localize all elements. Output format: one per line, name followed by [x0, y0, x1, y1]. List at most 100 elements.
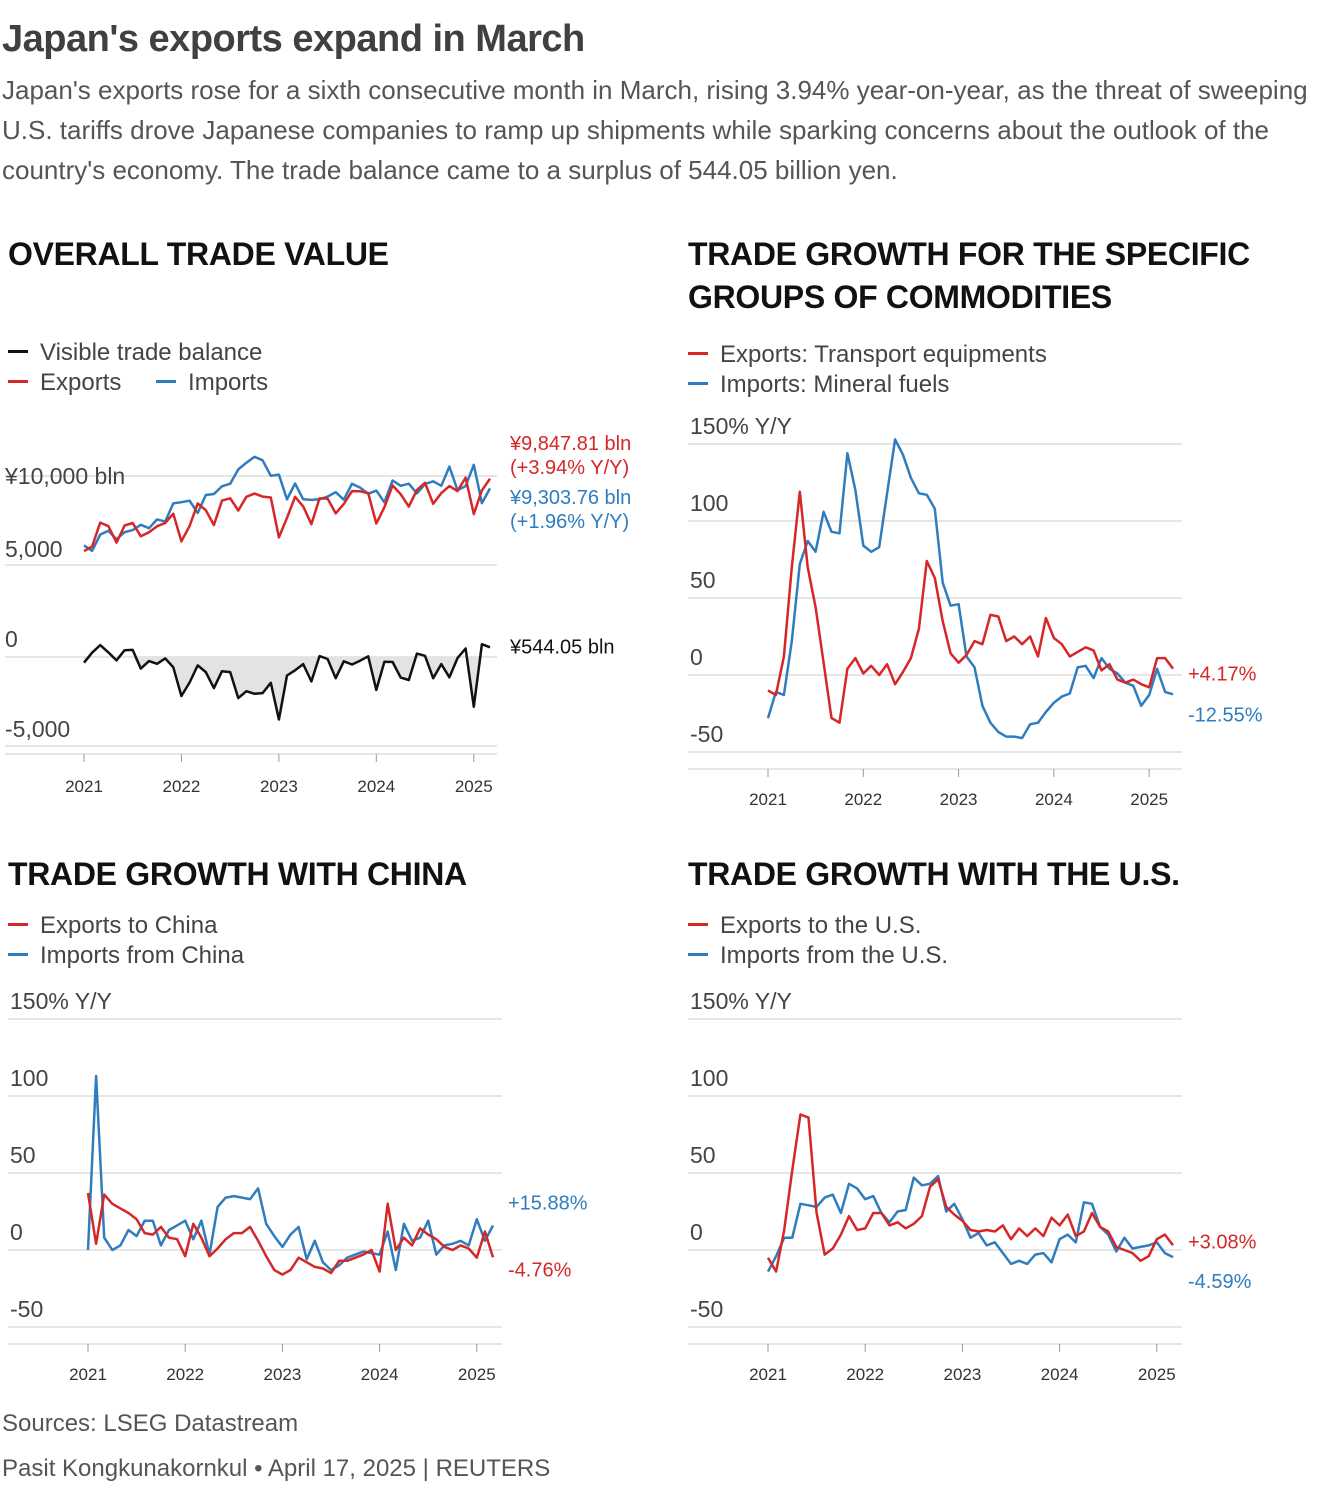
end-label-balance: ¥544.05 bln [509, 636, 615, 658]
y-tick-label-lower: 0 [5, 626, 18, 652]
legend-item-transport-exports: Exports: Transport equipments [688, 340, 1047, 370]
x-tick-label: 2022 [166, 1365, 204, 1384]
x-tick-label: 2025 [455, 777, 493, 796]
chart-us: -50 0 50 100 150% Y/Y 2021 2022 2023 2024 2025 +3.… [688, 988, 1257, 1384]
end-label-imports: -12.55% [1188, 704, 1263, 726]
x-tick-label: 2025 [1130, 790, 1168, 809]
y-tick-label: 50 [10, 1142, 36, 1168]
legend-swatch-exports-china [8, 923, 28, 927]
panel-title-us: TRADE GROWTH WITH THE U.S. [688, 856, 1180, 892]
legend-item-exports: Exports [8, 368, 121, 398]
y-tick-label: 100 [690, 490, 728, 516]
line-exports [86, 1192, 495, 1276]
line-exports [767, 490, 1174, 724]
legend-item-imports: Imports [156, 368, 268, 398]
end-label-imports-change: (+1.96% Y/Y) [510, 511, 629, 533]
balance-deficit-area [84, 657, 490, 720]
end-label-exports: -4.76% [508, 1259, 572, 1281]
x-tick-label: 2025 [458, 1365, 496, 1384]
footer-credit: Pasit Kongkunakornkul • April 17, 2025 |… [2, 1455, 551, 1482]
x-tick-label: 2024 [1035, 790, 1073, 809]
legend-commodities: Exports: Transport equipments Imports: M… [688, 340, 1075, 400]
end-label-imports: +15.88% [508, 1193, 588, 1215]
legend-label-imports-us: Imports from the U.S. [720, 942, 949, 969]
legend-label-exports-china: Exports to China [40, 912, 218, 939]
panel-title-commodities: TRADE GROWTH FOR THE SPECIFIC GROUPS OF … [688, 236, 1250, 315]
x-tick-label: 2022 [846, 1365, 884, 1384]
footer-sources: Sources: LSEG Datastream [2, 1410, 299, 1437]
legend-label-imports: Imports [188, 369, 269, 396]
x-tick-label: 2024 [361, 1365, 399, 1384]
legend-us: Exports to the U.S. Imports from the U.S… [688, 911, 976, 971]
y-tick-label: 0 [690, 1219, 703, 1245]
x-tick-label: 2021 [69, 1365, 107, 1384]
end-label-exports-change: (+3.94% Y/Y) [510, 457, 629, 479]
line-exports [766, 1113, 1174, 1273]
legend-label-imports-china: Imports from China [40, 942, 245, 969]
chart-trade-value: ¥10,000 bln 5,000 0 -5,000 2021 2022 2023 2024 2… [4, 433, 631, 796]
legend-label-exports-us: Exports to the U.S. [720, 912, 922, 939]
line-imports [766, 438, 1174, 740]
legend-swatch-balance [8, 350, 28, 354]
legend-item-fuel-imports: Imports: Mineral fuels [688, 370, 949, 400]
y-tick-label: 150% Y/Y [690, 988, 792, 1014]
chart-commodities: -50 0 50 100 150% Y/Y 2021 2022 2023 2024 2025 +4.… [688, 413, 1263, 809]
line-imports [766, 1174, 1174, 1273]
line-imports [83, 455, 492, 553]
line-trade-balance [83, 642, 491, 721]
legend-swatch-imports [156, 380, 177, 384]
legend-swatch-exports [8, 380, 28, 384]
y-tick-label: -50 [10, 1296, 43, 1322]
x-tick-label: 2021 [65, 777, 103, 796]
end-label-imports: -4.59% [1188, 1271, 1252, 1293]
chart-china: -50 0 50 100 150% Y/Y 2021 2022 2023 2024 2025 -4.… [8, 988, 588, 1384]
y-tick-label: 100 [10, 1065, 48, 1091]
panel-title-trade-value: OVERALL TRADE VALUE [8, 236, 389, 272]
y-tick-label: 50 [690, 567, 716, 593]
legend-item-imports-china: Imports from China [8, 941, 244, 971]
legend-china: Exports to China Imports from China [8, 911, 272, 971]
legend-swatch-transport-exports [688, 352, 708, 356]
legend-item-imports-us: Imports from the U.S. [688, 941, 948, 971]
x-tick-label: 2024 [1041, 1365, 1079, 1384]
legend-trade-value: Visible trade balance Exports Imports [8, 338, 296, 398]
legend-swatch-imports-china [8, 953, 28, 957]
x-tick-label: 2023 [943, 1365, 981, 1384]
x-tick-label: 2023 [263, 1365, 301, 1384]
y-tick-label-lower: -5,000 [5, 716, 70, 742]
y-tick-label: -50 [690, 1296, 723, 1322]
y-tick-label-upper: 5,000 [5, 536, 63, 562]
y-tick-label: 0 [690, 644, 703, 670]
y-tick-label: 0 [10, 1219, 23, 1245]
x-tick-label: 2022 [163, 777, 201, 796]
x-tick-label: 2024 [357, 777, 395, 796]
legend-item-exports-us: Exports to the U.S. [688, 911, 921, 941]
end-label-exports-value: ¥9,847.81 bln [509, 433, 631, 455]
legend-label-transport-exports: Exports: Transport equipments [720, 341, 1047, 368]
x-tick-label: 2025 [1138, 1365, 1176, 1384]
legend-item-balance: Visible trade balance [8, 338, 262, 368]
legend-swatch-imports-us [688, 953, 708, 957]
end-label-exports: +4.17% [1188, 664, 1257, 686]
legend-swatch-fuel-imports [688, 382, 708, 386]
x-tick-label: 2023 [940, 790, 978, 809]
x-tick-label: 2023 [260, 777, 298, 796]
x-tick-label: 2022 [844, 790, 882, 809]
x-tick-label: 2021 [749, 790, 787, 809]
legend-swatch-exports-us [688, 923, 708, 927]
y-tick-label: 150% Y/Y [10, 988, 112, 1014]
line-exports [83, 476, 492, 553]
panel-title-china: TRADE GROWTH WITH CHINA [8, 856, 467, 892]
end-label-imports-value: ¥9,303.76 bln [509, 487, 631, 509]
legend-item-exports-china: Exports to China [8, 911, 217, 941]
end-label-exports: +3.08% [1188, 1231, 1257, 1253]
page-subtitle: Japan's exports rose for a sixth consecu… [2, 75, 1308, 185]
x-tick-label: 2021 [749, 1365, 787, 1384]
legend-label-fuel-imports: Imports: Mineral fuels [720, 371, 950, 398]
legend-label-exports: Exports [40, 369, 122, 396]
line-imports [86, 1074, 495, 1272]
y-tick-label: 150% Y/Y [690, 413, 792, 439]
page-title: Japan's exports expand in March [2, 18, 585, 60]
legend-label-balance: Visible trade balance [40, 339, 263, 366]
y-tick-label: -50 [690, 721, 723, 747]
